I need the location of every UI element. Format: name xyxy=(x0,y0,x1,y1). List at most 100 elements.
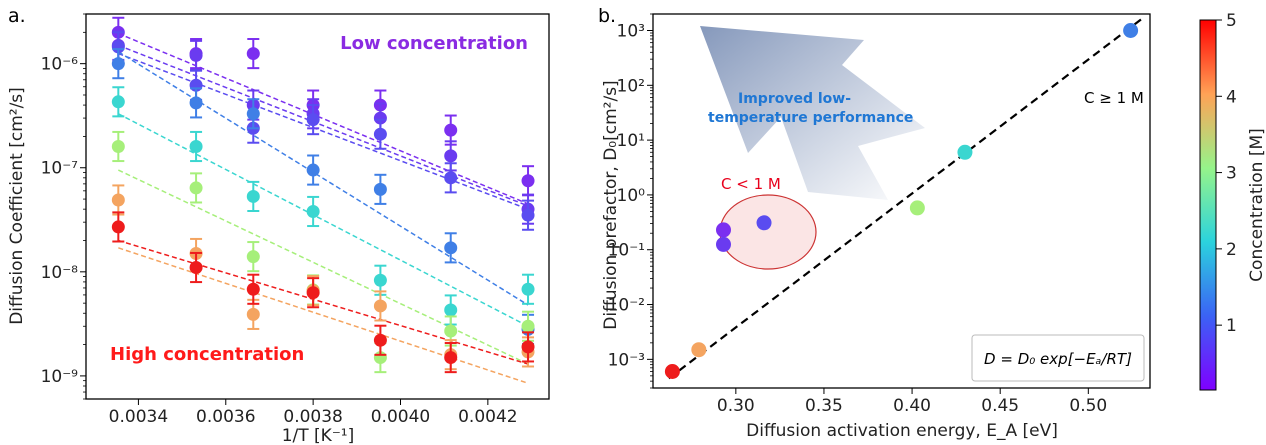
data-point xyxy=(521,199,535,231)
colorbar-tick-label: 5 xyxy=(1226,11,1237,31)
panel-a-fit-lines xyxy=(117,32,529,384)
c-lt-1m-annotation: C < 1 M xyxy=(721,175,781,193)
marker xyxy=(444,324,458,338)
data-point xyxy=(521,273,535,305)
x-tick-label: 0.35 xyxy=(805,396,843,416)
marker xyxy=(111,40,125,54)
colorbar-tick-label: 3 xyxy=(1226,164,1237,184)
panel-a-x-ticks: 0.0034 0.0036 0.0038 0.0040 0.0042 xyxy=(109,399,518,427)
data-point xyxy=(909,200,925,216)
data-point xyxy=(189,87,203,119)
panel-a-data-points xyxy=(111,16,535,374)
y-tick-label: 10⁻⁶ xyxy=(41,55,79,75)
marker xyxy=(373,333,387,347)
colorbar-tick-label: 4 xyxy=(1226,87,1237,107)
marker xyxy=(373,299,387,313)
marker xyxy=(306,286,320,300)
y-tick-label: 10⁰ xyxy=(617,186,646,206)
data-point xyxy=(306,195,320,228)
marker xyxy=(306,163,320,177)
fit-line xyxy=(118,52,529,210)
y-tick-label: 10⁻⁹ xyxy=(41,367,79,387)
data-point xyxy=(111,86,125,118)
marker xyxy=(189,96,203,110)
panel-b-y-ticks: 10⁻³ 10⁻² 10⁻¹ 10⁰ 10¹ 10² 10³ xyxy=(608,13,653,389)
fit-line xyxy=(118,169,529,365)
x-tick-label: 0.0038 xyxy=(283,407,342,427)
panel-a-frame xyxy=(85,13,550,400)
marker xyxy=(189,181,203,195)
improved-annotation-line-1: Improved low- xyxy=(738,91,851,107)
data-point xyxy=(373,290,387,322)
marker xyxy=(373,111,387,125)
x-tick-label: 0.0040 xyxy=(371,407,430,427)
y-tick-label: 10² xyxy=(617,76,645,96)
x-tick-label: 0.0034 xyxy=(109,407,168,427)
improved-annotation-line-2: temperature performance xyxy=(708,110,913,126)
marker xyxy=(246,107,260,121)
panel-b: b. 0.30 0.35 0.40 0.45 0.50 10⁻³10⁻²10⁻¹10⁰1… xyxy=(598,5,1151,441)
marker xyxy=(444,241,458,255)
y-tick-label: 10⁻⁸ xyxy=(41,263,79,283)
colorbar-tick-label: 1 xyxy=(1226,316,1237,336)
data-point xyxy=(521,165,535,197)
panel-b-label: b. xyxy=(598,5,616,27)
marker xyxy=(444,171,458,185)
improved-performance-arrow xyxy=(700,26,925,200)
panel-a-label: a. xyxy=(8,5,26,27)
marker xyxy=(246,282,260,296)
data-point xyxy=(373,264,387,296)
marker xyxy=(444,303,458,317)
low-concentration-annotation: Low concentration xyxy=(340,33,528,54)
data-point xyxy=(444,140,458,172)
panel-b-x-axis-label: Diffusion activation energy, E_A [eV] xyxy=(746,421,1058,441)
data-point xyxy=(111,184,125,216)
data-point xyxy=(664,364,680,380)
marker xyxy=(246,307,260,321)
y-tick-label: 10⁻⁷ xyxy=(41,159,79,179)
colorbar: 1 2 3 4 5 Concentration [M] xyxy=(1199,11,1266,391)
panel-b-frame xyxy=(652,13,1151,389)
marker xyxy=(111,139,125,153)
y-tick-label: 10¹ xyxy=(617,131,645,151)
y-tick-label: 10⁻³ xyxy=(608,350,645,370)
data-point xyxy=(246,98,260,130)
data-point xyxy=(306,104,320,136)
c-ge-1m-annotation: C ≥ 1 M xyxy=(1084,89,1144,107)
data-point xyxy=(306,154,320,186)
data-point xyxy=(444,342,458,374)
marker xyxy=(444,351,458,365)
data-point xyxy=(246,180,260,213)
data-point xyxy=(111,130,125,163)
marker xyxy=(373,127,387,141)
data-point xyxy=(111,211,125,243)
data-point xyxy=(691,342,707,358)
data-point xyxy=(715,222,731,238)
arrhenius-equation: D = D₀ exp[−Eₐ/RT] xyxy=(984,350,1132,368)
data-point xyxy=(246,241,260,273)
x-tick-label: 0.45 xyxy=(981,396,1019,416)
fit-line xyxy=(668,18,1142,380)
x-tick-label: 0.30 xyxy=(717,396,755,416)
fit-line xyxy=(117,51,529,306)
marker xyxy=(246,250,260,264)
panel-a-x-axis-label: 1/T [K⁻¹] xyxy=(282,426,355,445)
fit-line xyxy=(118,44,529,207)
y-tick-label: 10⁻¹ xyxy=(608,241,645,261)
marker xyxy=(246,189,260,203)
panel-b-x-ticks: 0.30 0.35 0.40 0.45 0.50 xyxy=(717,388,1107,416)
data-point xyxy=(756,215,772,231)
marker xyxy=(306,204,320,218)
marker xyxy=(521,319,535,333)
panel-a: a. 0.0034 0.0036 0.0038 0.0040 0.0042 10⁻⁹10… xyxy=(7,5,550,445)
data-point xyxy=(444,114,458,146)
marker xyxy=(373,273,387,287)
marker xyxy=(189,139,203,153)
colorbar-tick-label: 2 xyxy=(1226,240,1237,260)
panel-b-fit-line xyxy=(668,18,1142,380)
fit-line xyxy=(117,113,529,327)
data-point xyxy=(715,236,731,252)
data-point xyxy=(189,251,203,284)
marker xyxy=(111,220,125,234)
